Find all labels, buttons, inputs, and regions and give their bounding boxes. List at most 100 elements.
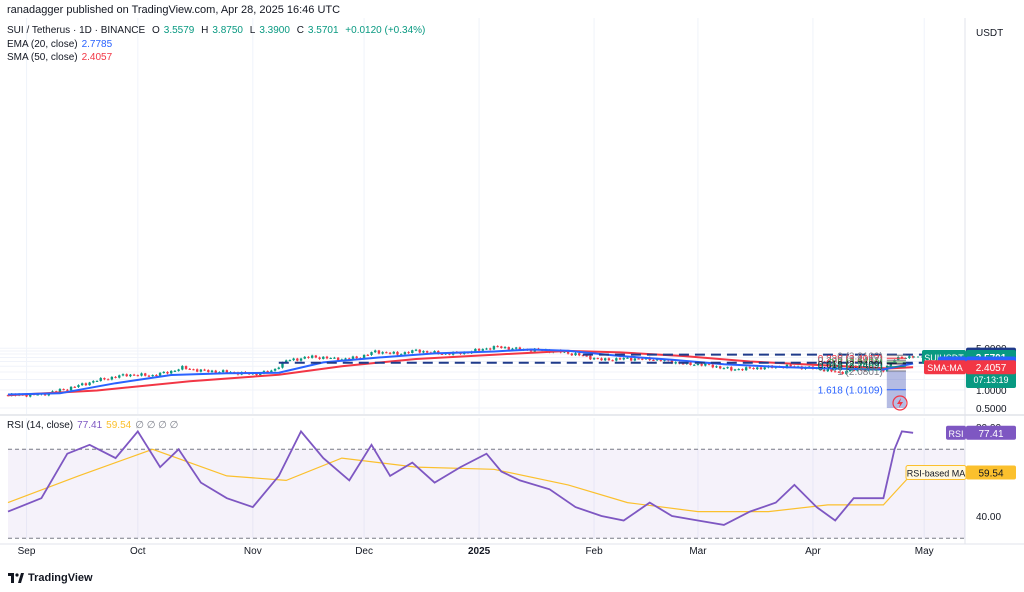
candle-body: [696, 364, 700, 366]
candle-body: [166, 371, 169, 374]
ema-legend[interactable]: EMA (20, close) 2.7785: [7, 39, 116, 50]
candle-body: [333, 357, 336, 359]
symbol-label[interactable]: SUI / Tetherus · 1D · BINANCE: [7, 25, 146, 36]
candle-body: [411, 350, 414, 353]
candle-body: [77, 385, 80, 388]
fib-zone-upper: [886, 355, 906, 371]
open-label: O: [151, 25, 160, 36]
candle-body: [381, 352, 384, 354]
candle-body: [422, 351, 425, 353]
candle-body: [92, 381, 95, 383]
fib-level-label: 1 (2.0801): [837, 367, 883, 378]
candle-body: [181, 366, 184, 370]
candle-body: [733, 369, 737, 371]
candle-body: [845, 371, 848, 374]
candle-body: [173, 370, 177, 372]
candle-body: [711, 364, 714, 368]
candle-body: [106, 379, 110, 381]
candle-body: [370, 352, 373, 355]
sma-axis-tag-label: SMA:MA: [927, 363, 963, 373]
candle-body: [355, 356, 358, 359]
candle-body: [626, 357, 629, 359]
low-value: 3.3900: [259, 25, 290, 36]
candle-body: [414, 349, 418, 351]
candle-body: [756, 367, 759, 370]
time-tick-label: Oct: [130, 546, 146, 557]
candle-body: [704, 363, 707, 366]
candle-body: [507, 347, 510, 350]
candle-body: [336, 357, 340, 361]
fib-level-label: 0.786 (2.4502): [818, 363, 883, 374]
candle-body: [221, 370, 225, 373]
candle-body: [36, 394, 39, 396]
candle-body: [500, 346, 503, 348]
fib-level-label: 0 (3.8100): [837, 351, 883, 362]
candle-body: [726, 367, 729, 369]
candle-body: [574, 353, 577, 356]
candle-body: [566, 351, 570, 354]
candle-body: [281, 362, 284, 368]
candle-body: [110, 376, 114, 380]
open-value: 3.5579: [163, 25, 195, 36]
candle-body: [25, 394, 28, 397]
close-value: 3.5701: [307, 25, 339, 36]
candle-body: [66, 389, 69, 391]
candle-body: [603, 358, 607, 361]
candle-body: [192, 369, 195, 371]
candle-body: [518, 347, 522, 351]
candle-body: [103, 378, 106, 380]
candle-body: [407, 352, 410, 354]
candle-body: [266, 371, 269, 373]
candle-body: [344, 358, 347, 360]
price-tick-label: 1.0000: [976, 386, 1007, 397]
candle-body: [752, 368, 755, 370]
candle-body: [600, 358, 603, 361]
candle-body: [440, 353, 444, 355]
low-label: L: [249, 25, 256, 36]
candle-body: [121, 374, 125, 376]
sma-legend-value: 2.4057: [81, 52, 113, 63]
candle-body: [214, 370, 217, 373]
rsi-value-label: 77.41: [978, 429, 1003, 440]
ema-legend-value: 2.7785: [81, 39, 113, 50]
candle-body: [893, 360, 896, 363]
rsi-ma-value-tag: [966, 465, 1016, 480]
candle-body: [615, 358, 618, 361]
candle-body: [481, 349, 484, 351]
candle-body: [826, 369, 829, 372]
change-value: +0.0120 (+0.34%): [345, 25, 426, 36]
candle-body: [744, 367, 748, 371]
candle-body: [830, 369, 833, 372]
candle-body: [425, 351, 429, 353]
rsi-axis-tag-label: RSI: [948, 429, 963, 439]
candle-body: [140, 373, 143, 376]
rsi-value-tag: [966, 425, 1016, 440]
candle-body: [474, 348, 477, 352]
candle-body: [203, 369, 206, 371]
alert-icon: [892, 395, 908, 411]
time-tick-label: May: [915, 546, 934, 557]
rsi-band-fill: [8, 449, 965, 539]
candle-body: [629, 357, 633, 361]
candle-body: [95, 380, 99, 382]
time-tick-label: Sep: [18, 546, 36, 557]
candle-body: [299, 358, 303, 361]
candle-body: [125, 374, 128, 377]
candle-body: [715, 366, 718, 368]
candle-body: [689, 362, 692, 365]
candle-body: [84, 383, 88, 386]
rsi-legend[interactable]: RSI (14, close) 77.41 59.54 ∅ ∅ ∅ ∅: [7, 420, 182, 431]
candle-body: [58, 389, 62, 392]
candle-body: [722, 368, 726, 370]
rsi-ma-line: [7, 448, 914, 513]
sma-legend[interactable]: SMA (50, close) 2.4057: [7, 52, 116, 63]
candle-body: [585, 355, 588, 357]
candle-body: [718, 366, 722, 369]
candle-body: [270, 370, 273, 373]
tradingview-footer[interactable]: TradingView: [8, 572, 93, 584]
fib-level-label: 0.236 (3.4017): [818, 354, 883, 365]
candle-body: [259, 373, 262, 375]
candle-body: [489, 348, 492, 350]
candle-body: [852, 369, 855, 371]
